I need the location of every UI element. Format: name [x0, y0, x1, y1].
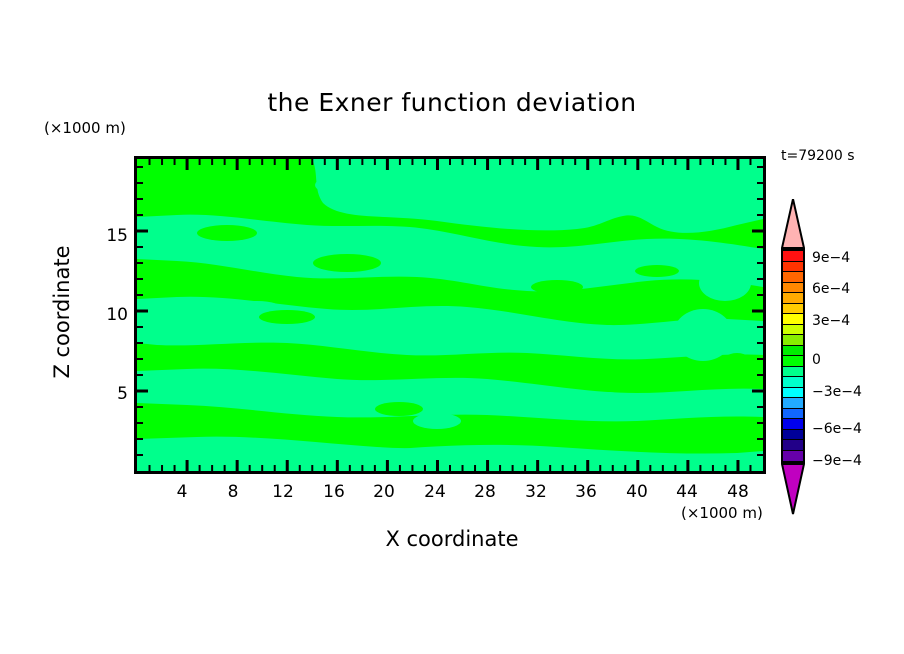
colorbar-cell: [783, 335, 803, 346]
colorbar-tick-label: 3e−4: [812, 313, 851, 329]
colorbar-cell: [783, 251, 803, 262]
colorbar-cell: [783, 387, 803, 398]
colorbar-tick-label: 0: [812, 352, 821, 368]
x-axis-unit-label: (×1000 m): [681, 504, 763, 522]
x-axis-label: X coordinate: [385, 527, 519, 551]
x-tick-label: 36: [575, 482, 597, 502]
x-tick-label: 24: [424, 482, 446, 502]
x-tick-label: 28: [474, 482, 496, 502]
contour-field: [137, 159, 763, 471]
x-tick-label: 20: [373, 482, 395, 502]
x-tick-label: 40: [626, 482, 648, 502]
colorbar-tick-label: −6e−4: [812, 421, 862, 437]
colorbar-cell: [783, 356, 803, 367]
x-tick-label: 8: [227, 482, 239, 502]
colorbar-cell: [783, 429, 803, 440]
colorbar-cell: [783, 440, 803, 451]
x-tick-label: 44: [676, 482, 698, 502]
colorbar-cell: [783, 419, 803, 430]
colorbar-cell: [783, 293, 803, 304]
axis-ticks: [137, 159, 763, 471]
x-tick-label: 16: [323, 482, 345, 502]
y-axis-label: Z coordinate: [50, 245, 74, 379]
colorbar-top-arrow: [781, 199, 805, 249]
colorbar-cell: [783, 366, 803, 377]
colorbar-tick-label: 9e−4: [812, 250, 851, 266]
y-axis-unit-label: (×1000 m): [44, 119, 126, 137]
colorbar-cell: [783, 408, 803, 419]
colorbar-cell: [783, 377, 803, 388]
contour-plot-area: [134, 156, 766, 474]
time-annotation: t=79200 s: [781, 148, 855, 164]
colorbar-bottom-arrow: [781, 463, 805, 515]
colorbar-cell: [783, 324, 803, 335]
colorbar-tick-label: 6e−4: [812, 281, 851, 297]
contour-band-zero-islands: [197, 225, 755, 416]
x-tick-label: 32: [525, 482, 547, 502]
colorbar-cell: [783, 314, 803, 325]
chart-title: the Exner function deviation: [267, 88, 637, 117]
colorbar-tick-label: −3e−4: [812, 384, 862, 400]
y-tick-label: 10: [106, 305, 128, 325]
colorbar-cell: [783, 272, 803, 283]
colorbar-cell: [783, 282, 803, 293]
contour-band-negative: [137, 159, 763, 471]
y-tick-label: 5: [117, 384, 128, 404]
colorbar-cell: [783, 450, 803, 461]
colorbar: [781, 249, 805, 463]
y-tick-label: 15: [106, 226, 128, 246]
colorbar-tick-label: −9e−4: [812, 453, 862, 469]
colorbar-cell: [783, 303, 803, 314]
colorbar-cell: [783, 398, 803, 409]
x-tick-label: 4: [176, 482, 188, 502]
colorbar-cell: [783, 261, 803, 272]
x-tick-label: 12: [272, 482, 294, 502]
colorbar-cell: [783, 345, 803, 356]
x-tick-label: 48: [727, 482, 749, 502]
